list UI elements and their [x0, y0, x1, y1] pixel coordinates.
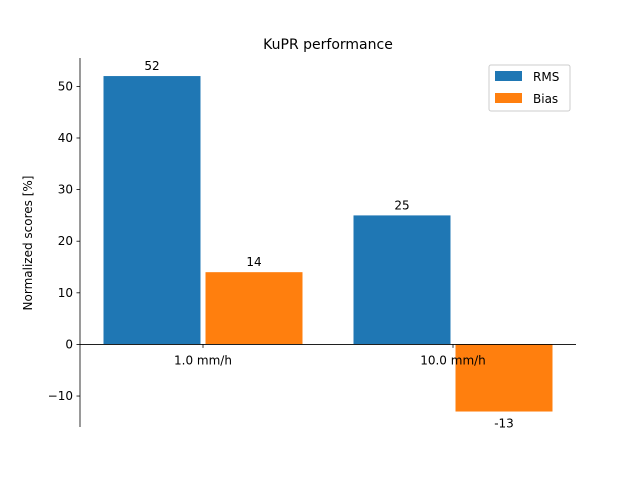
- bar-rms: [353, 215, 451, 345]
- x-tick-label: 1.0 mm/h: [174, 353, 232, 367]
- bar-value-label: 14: [246, 255, 261, 269]
- legend-label-rms: RMS: [533, 70, 559, 84]
- bar-value-label: 25: [394, 198, 409, 212]
- legend-swatch-rms: [495, 71, 522, 81]
- y-tick-label: 50: [58, 79, 73, 93]
- x-tick-label: 10.0 mm/h: [420, 353, 486, 367]
- y-axis-label: Normalized scores [%]: [21, 176, 35, 311]
- y-tick-label: 10: [58, 286, 73, 300]
- bar-bias: [205, 272, 303, 345]
- legend-label-bias: Bias: [533, 92, 558, 106]
- bar-bias: [455, 344, 553, 412]
- legend-swatch-bias: [495, 93, 522, 103]
- y-tick-label: 30: [58, 183, 73, 197]
- bar-value-label: -13: [494, 417, 514, 431]
- y-tick-label: 20: [58, 234, 73, 248]
- chart-title: KuPR performance: [263, 37, 393, 53]
- y-tick-label: 0: [65, 337, 73, 351]
- plot-area: −10 0 10 20 30 40 50 52 25 14 -13 1.0 mm/h 10.0 mm/h: [48, 58, 576, 431]
- y-tick-label: 40: [58, 131, 73, 145]
- bar-rms: [103, 76, 201, 345]
- legend: RMS Bias: [488, 64, 571, 112]
- bar-value-label: 52: [144, 59, 159, 73]
- y-tick-label: −10: [48, 389, 73, 403]
